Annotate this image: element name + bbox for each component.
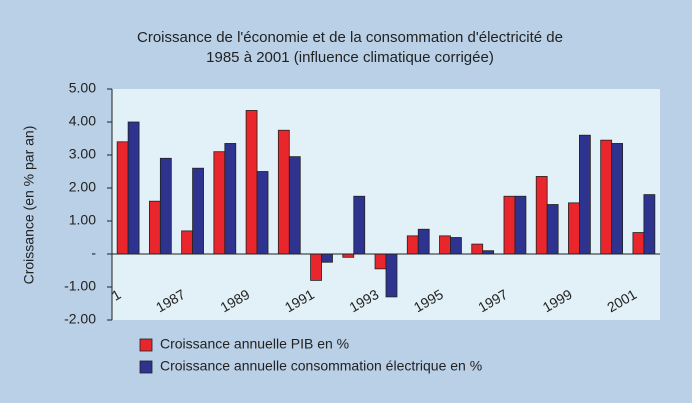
bar — [514, 195, 527, 255]
legend-label: Croissance annuelle consommation électri… — [160, 358, 482, 374]
y-tick-label: - — [91, 245, 96, 261]
bar — [385, 253, 398, 298]
bar — [213, 151, 226, 255]
bar — [579, 134, 591, 255]
bar — [277, 129, 290, 255]
bar — [632, 232, 645, 255]
bar — [181, 230, 193, 255]
bar — [611, 143, 624, 255]
legend-swatch — [139, 360, 153, 374]
chart-title: Croissance de l'économie et de la consom… — [137, 29, 563, 46]
legend-label: Croissance annuelle PIB en % — [160, 336, 349, 352]
bar — [116, 141, 129, 255]
bar — [643, 194, 656, 255]
bar — [471, 243, 484, 255]
y-tick-label: -2.00 — [64, 311, 96, 327]
y-tick-label: 2.00 — [69, 179, 96, 195]
bar — [353, 195, 366, 255]
bar — [535, 176, 548, 255]
bar — [148, 200, 161, 255]
bar — [439, 235, 451, 255]
bar — [159, 157, 172, 255]
y-tick-label: -1.00 — [64, 278, 96, 294]
chart-title: 1985 à 2001 (influence climatique corrig… — [206, 49, 494, 66]
bar — [321, 253, 333, 263]
bar — [406, 235, 419, 255]
bar — [310, 253, 322, 281]
bar — [256, 171, 269, 255]
bar — [245, 110, 258, 255]
bar — [374, 253, 387, 270]
bar — [127, 121, 140, 255]
bar — [450, 237, 462, 255]
bar — [224, 143, 237, 255]
bar — [546, 204, 559, 255]
y-tick-label: 1.00 — [69, 212, 96, 228]
y-axis-label: Croissance (en % par an) — [21, 126, 37, 285]
bar — [568, 202, 580, 255]
bar — [600, 139, 613, 255]
y-tick-label: 3.00 — [69, 146, 96, 162]
y-tick-label: 5.00 — [69, 80, 96, 96]
bar — [417, 228, 430, 255]
bar — [288, 156, 301, 255]
bar — [503, 195, 516, 255]
legend-swatch — [139, 338, 153, 352]
y-tick-label: 4.00 — [69, 113, 96, 129]
bar — [192, 167, 204, 255]
